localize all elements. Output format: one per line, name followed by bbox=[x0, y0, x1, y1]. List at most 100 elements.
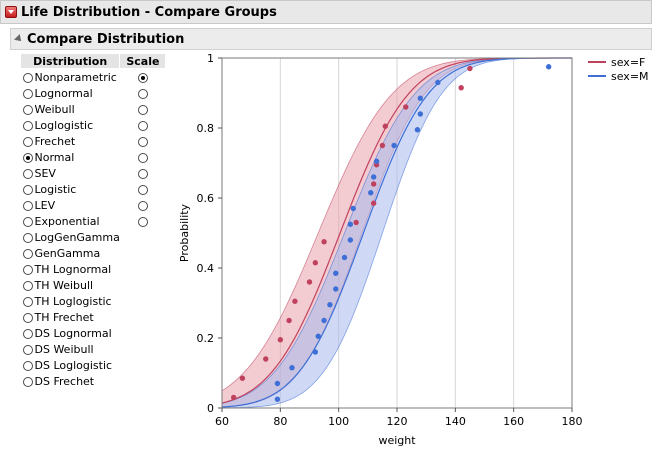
distribution-row: SEV bbox=[21, 165, 166, 181]
scale-radio[interactable] bbox=[137, 152, 148, 163]
distribution-label: Nonparametric bbox=[34, 70, 117, 84]
distribution-row: Nonparametric bbox=[21, 69, 166, 86]
distribution-radio[interactable] bbox=[22, 152, 33, 163]
distribution-row: TH Loglogistic bbox=[21, 293, 166, 309]
distribution-label: DS Lognormal bbox=[34, 326, 112, 340]
x-tick-label: 100 bbox=[328, 415, 349, 428]
distribution-label: LEV bbox=[34, 198, 56, 212]
distribution-label: TH Frechet bbox=[34, 310, 94, 324]
distribution-radio[interactable] bbox=[22, 168, 33, 179]
distribution-radio[interactable] bbox=[22, 72, 33, 83]
y-tick-label: 0.8 bbox=[197, 122, 215, 135]
data-point bbox=[347, 221, 354, 227]
data-point bbox=[435, 79, 441, 86]
fitted-curve bbox=[221, 57, 572, 408]
data-point bbox=[306, 279, 313, 285]
data-point bbox=[286, 317, 292, 324]
distribution-radio[interactable] bbox=[22, 200, 33, 211]
scale-radio[interactable] bbox=[137, 184, 148, 195]
distribution-radio[interactable] bbox=[22, 360, 33, 371]
data-point bbox=[230, 394, 237, 401]
scale-radio[interactable] bbox=[137, 120, 148, 131]
data-point bbox=[458, 85, 464, 91]
distribution-radio[interactable] bbox=[22, 296, 33, 307]
scale-radio[interactable] bbox=[137, 136, 148, 147]
distribution-label: Logistic bbox=[34, 182, 77, 196]
scale-radio[interactable] bbox=[137, 168, 148, 179]
distribution-radio[interactable] bbox=[22, 88, 33, 99]
distribution-radio[interactable] bbox=[22, 136, 33, 147]
section-title: Compare Distribution bbox=[27, 31, 185, 47]
distribution-row: DS Loglogistic bbox=[21, 357, 166, 373]
distribution-radio[interactable] bbox=[22, 104, 33, 115]
data-point bbox=[373, 158, 380, 164]
data-point bbox=[350, 205, 356, 212]
distribution-label: TH Loglogistic bbox=[34, 294, 112, 308]
legend-label: sex=F bbox=[611, 56, 645, 69]
y-tick-label: 0.2 bbox=[197, 332, 215, 345]
data-point bbox=[263, 356, 269, 362]
distribution-label: DS Frechet bbox=[34, 374, 95, 388]
data-point bbox=[545, 64, 552, 70]
distribution-radio[interactable] bbox=[22, 232, 33, 243]
distribution-radio[interactable] bbox=[22, 376, 33, 387]
data-point bbox=[341, 254, 348, 261]
distribution-label: Lognormal bbox=[34, 86, 93, 100]
data-point bbox=[292, 298, 298, 304]
distribution-row: Weibull bbox=[21, 101, 166, 117]
data-point bbox=[312, 349, 319, 355]
x-tick-label: 180 bbox=[562, 415, 583, 428]
data-point bbox=[379, 142, 386, 149]
distribution-radio[interactable] bbox=[22, 344, 33, 355]
y-tick-label: 1 bbox=[207, 52, 214, 65]
distribution-table: Distribution Scale Nonparametric Lognorma… bbox=[19, 53, 167, 389]
distribution-row: DS Lognormal bbox=[21, 325, 166, 341]
distribution-label: Loglogistic bbox=[34, 118, 94, 132]
distribution-radio[interactable] bbox=[22, 312, 33, 323]
data-point bbox=[312, 260, 319, 266]
distribution-radio[interactable] bbox=[22, 120, 33, 131]
legend-label: sex=M bbox=[611, 70, 649, 83]
data-point bbox=[370, 200, 377, 206]
x-axis-label: weight bbox=[378, 434, 416, 447]
distribution-radio[interactable] bbox=[22, 280, 33, 291]
distribution-row: TH Lognormal bbox=[21, 261, 166, 277]
x-tick-label: 140 bbox=[445, 415, 466, 428]
scale-radio[interactable] bbox=[137, 216, 148, 227]
distribution-radio[interactable] bbox=[22, 248, 33, 259]
data-point bbox=[315, 333, 321, 339]
distribution-row: LogGenGamma bbox=[21, 229, 166, 245]
scale-radio[interactable] bbox=[137, 200, 148, 211]
red-triangle-menu-icon[interactable] bbox=[5, 6, 17, 18]
scale-radio[interactable] bbox=[137, 72, 148, 83]
distribution-radio[interactable] bbox=[22, 328, 33, 339]
data-point bbox=[417, 95, 424, 101]
distribution-radio[interactable] bbox=[22, 216, 33, 227]
data-point bbox=[327, 302, 333, 308]
distribution-label: TH Weibull bbox=[34, 278, 94, 292]
data-point bbox=[403, 104, 409, 110]
scale-column-header: Scale bbox=[119, 53, 167, 69]
y-axis-label: Probability bbox=[178, 203, 191, 262]
distribution-column-header: Distribution bbox=[19, 53, 121, 69]
scale-radio[interactable] bbox=[137, 88, 148, 99]
data-point bbox=[321, 317, 327, 324]
distribution-row: TH Weibull bbox=[21, 277, 166, 293]
data-point bbox=[467, 65, 473, 72]
y-tick-label: 0 bbox=[207, 402, 214, 415]
distribution-radio[interactable] bbox=[22, 264, 33, 275]
distribution-row: LEV bbox=[21, 197, 166, 213]
scale-radio[interactable] bbox=[137, 104, 148, 115]
section-header: Compare Distribution bbox=[10, 28, 652, 50]
data-point bbox=[239, 375, 246, 381]
y-tick-label: 0.6 bbox=[197, 192, 215, 205]
data-point bbox=[382, 123, 389, 129]
data-point bbox=[321, 239, 327, 245]
data-point bbox=[333, 270, 339, 276]
distribution-row: DS Weibull bbox=[21, 341, 166, 357]
distribution-label: Normal bbox=[34, 150, 75, 164]
data-point bbox=[274, 396, 281, 402]
distribution-radio[interactable] bbox=[22, 184, 33, 195]
report-title: Life Distribution - Compare Groups bbox=[21, 4, 277, 20]
